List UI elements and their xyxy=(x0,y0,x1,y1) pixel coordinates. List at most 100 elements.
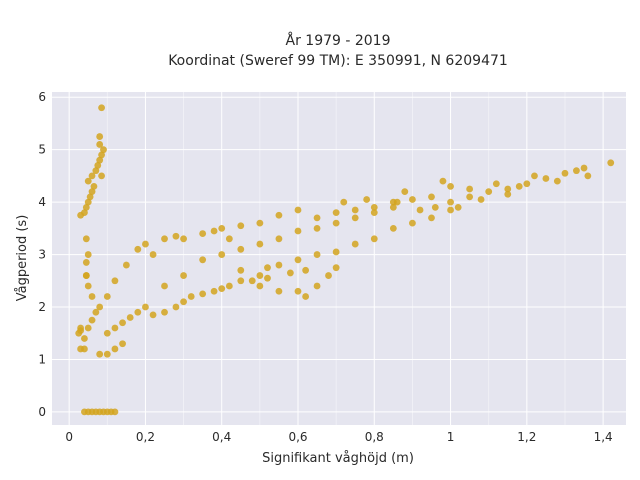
data-point xyxy=(256,219,264,227)
data-point xyxy=(580,164,588,172)
data-point xyxy=(409,196,416,203)
data-point xyxy=(504,185,512,193)
data-point xyxy=(454,203,462,211)
data-point xyxy=(607,159,615,167)
data-point xyxy=(81,335,88,342)
data-point xyxy=(100,146,107,154)
data-point xyxy=(98,104,105,112)
data-point xyxy=(84,198,92,206)
data-point xyxy=(332,209,340,217)
data-point xyxy=(84,282,92,290)
x-tick-label: 0,4 xyxy=(212,430,231,444)
data-point xyxy=(126,314,134,321)
data-point xyxy=(199,256,207,264)
data-point xyxy=(237,222,245,230)
data-point xyxy=(218,251,226,258)
x-tick-labels: 0 0,2 0,4 0,6 0,8 1 1,2 1,4 xyxy=(65,430,612,444)
data-point xyxy=(199,290,207,298)
chart-title-line2: Koordinat (Sweref 99 TM): E 350991, N 62… xyxy=(168,53,508,69)
data-point xyxy=(294,227,302,235)
data-point xyxy=(351,206,359,214)
x-tick-label: 1 xyxy=(447,430,455,444)
data-point xyxy=(90,182,98,190)
data-point xyxy=(81,209,88,217)
data-point xyxy=(531,172,538,180)
data-point xyxy=(96,303,104,311)
data-point xyxy=(92,167,100,175)
data-point xyxy=(84,324,92,332)
data-point xyxy=(92,308,100,316)
grid-lines xyxy=(52,92,626,425)
data-point xyxy=(431,203,439,211)
data-point xyxy=(134,308,142,316)
data-point xyxy=(416,206,424,214)
data-point xyxy=(294,206,302,214)
data-point xyxy=(286,269,294,277)
data-point xyxy=(485,188,493,196)
data-point xyxy=(199,230,207,237)
data-point xyxy=(332,264,340,272)
data-point xyxy=(401,188,409,196)
data-point xyxy=(248,277,256,285)
data-point xyxy=(256,272,264,279)
data-point xyxy=(256,240,264,248)
data-point xyxy=(88,293,96,300)
data-point xyxy=(492,180,500,188)
data-point xyxy=(447,206,454,214)
data-point xyxy=(325,272,332,279)
data-point xyxy=(370,209,378,217)
data-point xyxy=(111,345,119,353)
data-point xyxy=(218,285,226,293)
data-points xyxy=(75,104,615,416)
y-tick-label: 1 xyxy=(38,352,46,366)
data-point xyxy=(119,340,126,348)
data-point xyxy=(302,266,310,274)
data-point xyxy=(98,172,105,180)
data-point xyxy=(172,232,180,240)
data-point xyxy=(275,287,283,295)
data-point xyxy=(389,203,397,211)
data-point xyxy=(119,319,126,327)
data-point xyxy=(142,240,149,248)
data-point xyxy=(103,350,111,358)
x-tick-label: 0 xyxy=(65,430,73,444)
plot-area xyxy=(52,92,626,425)
y-axis-label: Vågperiod (s) xyxy=(15,215,30,302)
data-point xyxy=(523,180,531,188)
data-point xyxy=(237,245,245,253)
data-point xyxy=(294,287,302,295)
data-point xyxy=(428,193,435,201)
data-point xyxy=(77,324,85,332)
data-point xyxy=(256,282,264,290)
data-point xyxy=(370,235,378,243)
data-point xyxy=(82,259,90,266)
data-point xyxy=(447,198,454,206)
data-point xyxy=(275,211,283,219)
data-point xyxy=(82,235,90,243)
data-point xyxy=(88,188,96,196)
data-point xyxy=(542,175,550,182)
data-point xyxy=(477,196,485,203)
data-point xyxy=(149,251,157,258)
data-point xyxy=(573,167,580,175)
data-point xyxy=(96,156,104,164)
data-point xyxy=(134,245,142,253)
data-point xyxy=(363,196,371,203)
data-point xyxy=(515,182,523,190)
data-point xyxy=(389,224,397,232)
data-point xyxy=(504,190,512,198)
data-point xyxy=(439,177,447,185)
data-point xyxy=(75,329,83,337)
data-point xyxy=(447,182,454,190)
data-point xyxy=(88,172,96,180)
data-point xyxy=(84,251,92,258)
x-tick-label: 0,6 xyxy=(288,430,307,444)
data-point xyxy=(351,214,359,222)
y-tick-label: 4 xyxy=(38,195,46,209)
y-tick-label: 6 xyxy=(38,90,46,104)
data-point xyxy=(111,277,119,285)
y-tick-label: 0 xyxy=(38,405,46,419)
data-point xyxy=(86,193,94,201)
data-point xyxy=(584,172,592,180)
data-point xyxy=(84,177,92,185)
